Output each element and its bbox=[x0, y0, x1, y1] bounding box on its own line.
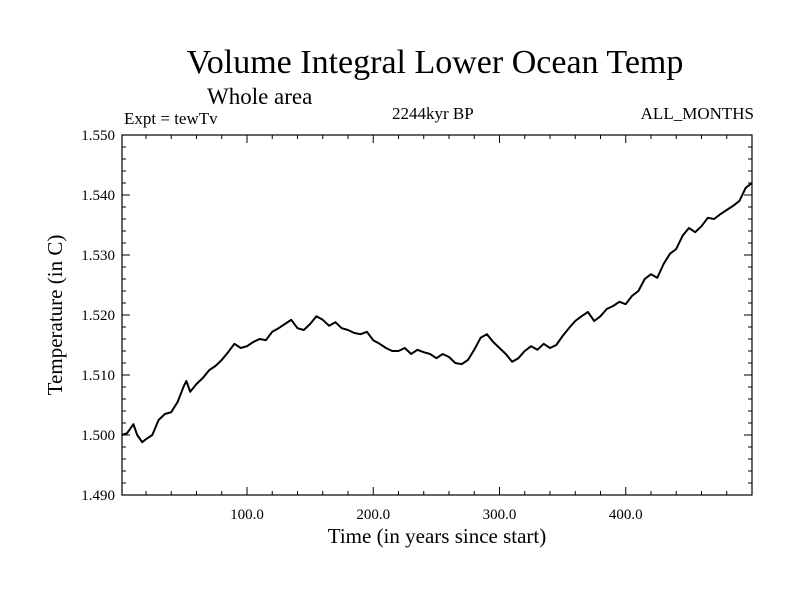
y-tick-label: 1.530 bbox=[81, 248, 115, 264]
chart-subtitle: Whole area bbox=[207, 84, 313, 109]
y-tick-label: 1.520 bbox=[81, 308, 115, 324]
x-axis-title: Time (in years since start) bbox=[328, 524, 547, 548]
y-tick-label: 1.510 bbox=[81, 368, 115, 384]
months-label: ALL_MONTHS bbox=[640, 104, 754, 123]
x-tick-label: 100.0 bbox=[230, 507, 264, 523]
x-tick-label: 200.0 bbox=[356, 507, 390, 523]
y-tick-label: 1.540 bbox=[81, 188, 115, 204]
period-label: 2244kyr BP bbox=[392, 104, 474, 123]
axis-ticks bbox=[122, 134, 752, 496]
y-tick-label: 1.500 bbox=[81, 428, 115, 444]
plot-frame bbox=[121, 134, 753, 496]
x-tick-label: 300.0 bbox=[483, 507, 517, 523]
y-tick-label: 1.490 bbox=[81, 488, 115, 504]
x-tick-label: 400.0 bbox=[609, 507, 643, 523]
y-axis-title: Temperature (in C) bbox=[43, 235, 67, 396]
tick-labels: 100.0 200.0 300.0 400.0 1.490 1.500 1.510 1.520… bbox=[81, 128, 642, 523]
experiment-label: Expt = tewTv bbox=[124, 109, 218, 128]
series-line bbox=[121, 182, 753, 444]
y-tick-label: 1.550 bbox=[81, 128, 115, 144]
chart-title: Volume Integral Lower Ocean Temp bbox=[186, 44, 684, 81]
